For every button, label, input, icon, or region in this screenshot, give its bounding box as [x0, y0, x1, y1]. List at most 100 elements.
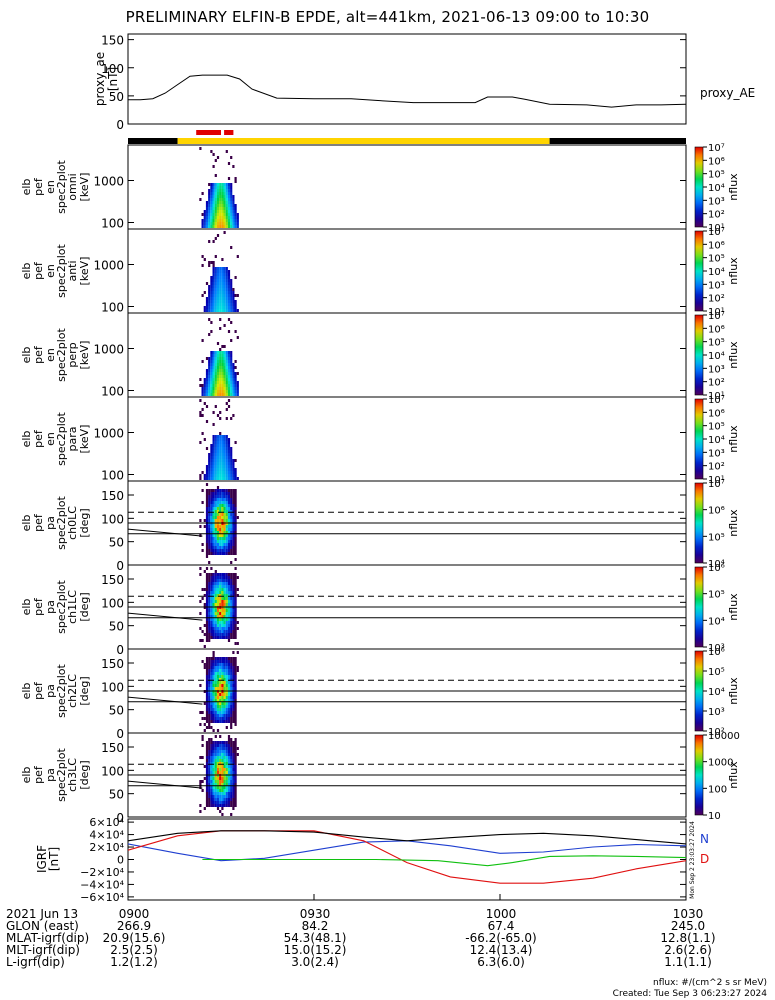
colorbar-tick-label: 10⁵	[708, 170, 725, 181]
colorbar-pa_ch0LC	[694, 482, 704, 564]
spectrogram-pixel	[216, 696, 220, 699]
spectrogram-pixel	[225, 402, 228, 405]
spectrogram-pixel	[232, 771, 235, 774]
spectrogram-pixel	[205, 549, 209, 552]
spectrogram-pixel	[212, 357, 215, 360]
spectrogram-pixel	[205, 693, 209, 696]
spectrogram-pixel	[214, 576, 217, 579]
spectrogram-pixel	[214, 372, 217, 375]
spectrogram-pixel	[212, 612, 215, 615]
spectrogram-pixel	[232, 213, 235, 216]
panel-ylabel-pa_ch0LC: spec2plot	[55, 496, 68, 550]
spectrogram-pixel	[234, 552, 237, 555]
spectrogram-pixel	[214, 615, 217, 618]
spectrogram-pixel	[225, 588, 228, 591]
spectrogram-pixel	[221, 573, 224, 576]
spectrogram-pixel	[225, 603, 228, 606]
spectrogram-pixel	[210, 495, 213, 498]
spectrogram-pixel	[232, 507, 235, 510]
spectrogram-pixel	[208, 366, 211, 369]
spectrogram-pixel	[212, 714, 215, 717]
spectrogram-pixel	[212, 687, 215, 690]
spectrogram-pixel	[221, 714, 224, 717]
spectrogram-pixel	[216, 462, 220, 465]
panel-ylabel-pa_ch0LC: ch0LC	[66, 506, 79, 540]
spectrogram-pixel	[221, 369, 224, 372]
spectrogram-pixel	[214, 699, 217, 702]
spectrogram-pixel	[232, 531, 235, 534]
spectrogram-pixel	[216, 207, 220, 210]
spectrogram-pixel	[234, 390, 237, 393]
spectrogram-pixel	[212, 201, 215, 204]
spectrogram-pixel	[219, 585, 222, 588]
spectrogram-pixel	[208, 618, 211, 621]
spectrogram-pixel	[203, 729, 206, 732]
spectrogram-pixel	[232, 459, 235, 462]
panel-ylabel-pa_ch3LC: ch3LC	[66, 758, 79, 792]
spectrogram-pixel	[214, 549, 217, 552]
colorbar-tick-label: 10⁴	[708, 435, 725, 446]
spectrogram-pixel	[225, 408, 228, 411]
spectrogram-pixel	[225, 744, 228, 747]
spectrogram-pixel	[230, 594, 233, 597]
spectrogram-pixel	[208, 543, 211, 546]
spectrogram-pixel	[208, 393, 211, 396]
spectrogram-pixel	[234, 180, 237, 183]
spectrogram-pixel	[221, 354, 224, 357]
spectrogram-pixel	[236, 588, 239, 591]
spectrogram-pixel	[205, 393, 209, 396]
spectrogram-pixel	[201, 756, 204, 759]
spectrogram-pixel	[201, 717, 204, 720]
spectrogram-pixel	[232, 804, 235, 807]
spectrogram-pixel	[216, 663, 220, 666]
spectrogram-pixel	[199, 783, 202, 786]
spectrogram-pixel	[210, 282, 213, 285]
spectrogram-pixel	[205, 534, 209, 537]
spectrogram-pixel	[219, 741, 222, 744]
spectrogram-pixel	[219, 192, 222, 195]
spectrogram-pixel	[214, 633, 217, 636]
spectrogram-pixel	[221, 750, 224, 753]
ephem-mlat-2: -66.2(-65.0)	[465, 931, 537, 945]
spectrogram-pixel	[205, 687, 209, 690]
spectrogram-pixel	[223, 183, 226, 186]
spectrogram-pixel	[232, 783, 235, 786]
ephem-mlt-0: 2.5(2.5)	[110, 943, 158, 957]
spectrogram-pixel	[232, 702, 235, 705]
spectrogram-pixel	[208, 222, 211, 225]
loss-cone-track	[127, 780, 203, 789]
spectrogram-pixel	[230, 753, 233, 756]
spectrogram-pixel	[234, 618, 237, 621]
spectrogram-pixel	[223, 798, 226, 801]
spectrogram-pixel	[227, 582, 231, 585]
spectrogram-pixel	[227, 507, 231, 510]
spectrogram-pixel	[219, 696, 222, 699]
spectrogram-pixel	[210, 540, 213, 543]
spectrogram-pixel	[208, 603, 211, 606]
spectrogram-pixel	[221, 459, 224, 462]
spectrogram-pixel	[227, 444, 231, 447]
spectrogram-pixel	[221, 207, 224, 210]
spectrogram-pixel	[225, 672, 228, 675]
spectrogram-pixel	[230, 519, 233, 522]
colorbar-tick-label: 1000	[708, 758, 733, 769]
spectrogram-pixel	[230, 387, 233, 390]
spectrogram-pixel	[210, 291, 213, 294]
spectrogram-pixel	[230, 708, 233, 711]
spectrogram-pixel	[221, 468, 224, 471]
spectrogram-pixel	[219, 666, 222, 669]
spectrogram-pixel	[212, 759, 215, 762]
spectrogram-pixel	[214, 681, 217, 684]
spectrogram-pixel	[230, 492, 233, 495]
spectrogram-pixel	[232, 204, 235, 207]
spectrogram-pixel	[214, 198, 217, 201]
spectrogram-pixel	[212, 204, 215, 207]
spectrogram-pixel	[221, 363, 224, 366]
spectrogram-pixel	[230, 495, 233, 498]
spectrogram-pixel	[216, 675, 220, 678]
spectrogram-pixel	[232, 660, 235, 663]
spectrogram-pixel	[225, 270, 228, 273]
spectrogram-pixel	[216, 270, 220, 273]
spectrogram-pixel	[216, 684, 220, 687]
spectrogram-pixel	[232, 465, 235, 468]
